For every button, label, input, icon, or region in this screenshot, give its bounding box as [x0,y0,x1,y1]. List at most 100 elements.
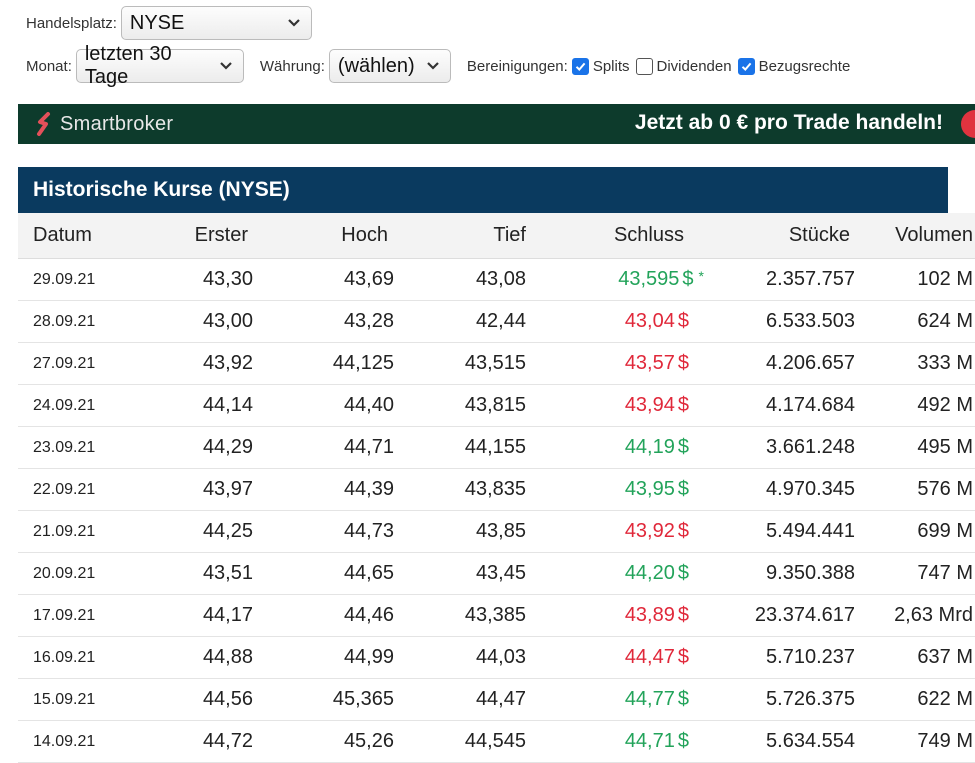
table-row: 15.09.21 44,56 45,365 44,47 44,77 $5.726.375 6… [18,678,975,721]
cell-erster: 44,25 [164,510,253,553]
cell-datum: 14.09.21 [18,720,164,763]
brand-name: Smartbroker [60,113,174,135]
close-price-value: 44,47 [624,646,675,668]
bereinigungen-label: Bereinigungen: [466,57,568,75]
cell-stuecke: 5.726.375 [716,678,855,721]
handelsplatz-label: Handelsplatz: [26,14,117,32]
handelsplatz-select[interactable]: NYSE [120,6,312,40]
cell-stuecke: 3.661.248 [716,426,855,469]
cell-volumen: 492 M [855,384,975,427]
cell-erster: 44,14 [164,384,253,427]
currency-symbol: $ [677,688,689,710]
monat-select[interactable]: letzten 30 Tage [75,43,244,88]
splits-checkbox[interactable] [571,57,589,75]
splits-label[interactable]: Splits [592,57,630,75]
table-row: 22.09.21 43,97 44,39 43,835 43,95 $4.970.345 5… [18,468,975,511]
cell-hoch: 44,125 [253,342,394,385]
filter-row: Monat: letzten 30 Tage Währung: (wählen)… [26,43,851,88]
column-header-stuecke[interactable]: Stücke [716,213,855,259]
cell-datum: 28.09.21 [18,300,164,343]
table-row: 20.09.21 43,51 44,65 43,45 44,20 $9.350.388 74… [18,552,975,595]
chevron-down-icon [426,59,440,73]
cell-hoch: 44,65 [253,552,394,595]
cell-tief: 43,08 [394,258,526,301]
cell-volumen: 495 M [855,426,975,469]
smartbroker-ad-banner[interactable]: Smartbroker Jetzt ab 0 € pro Trade hande… [18,104,975,144]
cell-hoch: 43,28 [253,300,394,343]
cell-volumen: 747 M [855,552,975,595]
cell-schluss: 43,89 $ [526,594,716,637]
table-row: 14.09.21 44,72 45,26 44,545 44,71 $5.634.554 7… [18,720,975,763]
cell-tief: 43,385 [394,594,526,637]
cell-erster: 44,56 [164,678,253,721]
cell-stuecke: 23.374.617 [716,594,855,637]
close-price-value: 44,77 [624,688,675,710]
handelsplatz-filter: Handelsplatz: NYSE [26,6,312,40]
cell-volumen: 576 M [855,468,975,511]
cell-erster: 43,97 [164,468,253,511]
cell-volumen: 624 M [855,300,975,343]
column-header-datum[interactable]: Datum [18,213,164,259]
cell-tief: 43,815 [394,384,526,427]
cell-tief: 44,155 [394,426,526,469]
red-circle-icon [961,110,975,138]
column-header-erster[interactable]: Erster [164,213,253,259]
cell-volumen: 622 M [855,678,975,721]
column-header-tief[interactable]: Tief [394,213,526,259]
historical-prices-card: Historische Kurse (NYSE) Datum Erster Ho… [18,167,975,763]
bezugsrechte-checkbox[interactable] [737,57,755,75]
cell-datum: 27.09.21 [18,342,164,385]
column-header-volumen[interactable]: Volumen [855,213,975,259]
cell-schluss: 43,57 $ [526,342,716,385]
dividenden-checkbox[interactable] [635,57,653,75]
cell-datum: 29.09.21 [18,258,164,301]
cell-erster: 43,51 [164,552,253,595]
cell-volumen: 102 M [855,258,975,301]
column-header-hoch[interactable]: Hoch [253,213,394,259]
table-row: 28.09.21 43,00 43,28 42,44 43,04 $6.533.503 62… [18,300,975,343]
cell-datum: 23.09.21 [18,426,164,469]
promo-text: Jetzt ab 0 € pro Trade handeln! [634,111,943,134]
cell-volumen: 637 M [855,636,975,679]
cell-erster: 43,30 [164,258,253,301]
cell-stuecke: 5.494.441 [716,510,855,553]
cell-tief: 44,03 [394,636,526,679]
historical-prices-table: Datum Erster Hoch Tief Schluss Stücke Vo… [18,213,975,763]
table-header-row: Datum Erster Hoch Tief Schluss Stücke Vo… [18,213,975,259]
close-price-value: 43,95 [624,478,675,500]
cell-stuecke: 9.350.388 [716,552,855,595]
bezugsrechte-label[interactable]: Bezugsrechte [758,57,851,75]
close-price-value: 43,04 [624,310,675,332]
cell-tief: 44,545 [394,720,526,763]
cell-schluss: 43,92 $ [526,510,716,553]
table-row: 16.09.21 44,88 44,99 44,03 44,47 $5.710.237 63… [18,636,975,679]
cell-erster: 44,88 [164,636,253,679]
cell-erster: 44,29 [164,426,253,469]
currency-symbol: $ [677,310,689,332]
table-row: 21.09.21 44,25 44,73 43,85 43,92 $5.494.441 69… [18,510,975,553]
cell-erster: 43,00 [164,300,253,343]
waehrung-select[interactable]: (wählen) [328,49,451,83]
dividenden-label[interactable]: Dividenden [656,57,732,75]
currency-symbol: $ [677,562,689,584]
cell-erster: 43,92 [164,342,253,385]
cell-stuecke: 5.634.554 [716,720,855,763]
cell-erster: 44,17 [164,594,253,637]
table-row: 29.09.21 43,30 43,69 43,08 43,595 $ * 2.357.757… [18,258,975,301]
currency-symbol: $ [677,436,689,458]
cell-stuecke: 2.357.757 [716,258,855,301]
currency-symbol: $ [682,268,694,290]
table-row: 17.09.21 44,17 44,46 43,385 43,89 $23.374.617… [18,594,975,637]
column-header-schluss[interactable]: Schluss [526,213,716,259]
cell-schluss: 44,47 $ [526,636,716,679]
cell-stuecke: 4.206.657 [716,342,855,385]
close-price-value: 44,19 [624,436,675,458]
cell-volumen: 749 M [855,720,975,763]
cell-hoch: 44,71 [253,426,394,469]
cell-stuecke: 4.970.345 [716,468,855,511]
smartbroker-logo-icon [37,112,50,136]
currency-symbol: $ [677,646,689,668]
realtime-marker: * [698,268,704,284]
cell-datum: 15.09.21 [18,678,164,721]
waehrung-value: (wählen) [337,54,415,77]
